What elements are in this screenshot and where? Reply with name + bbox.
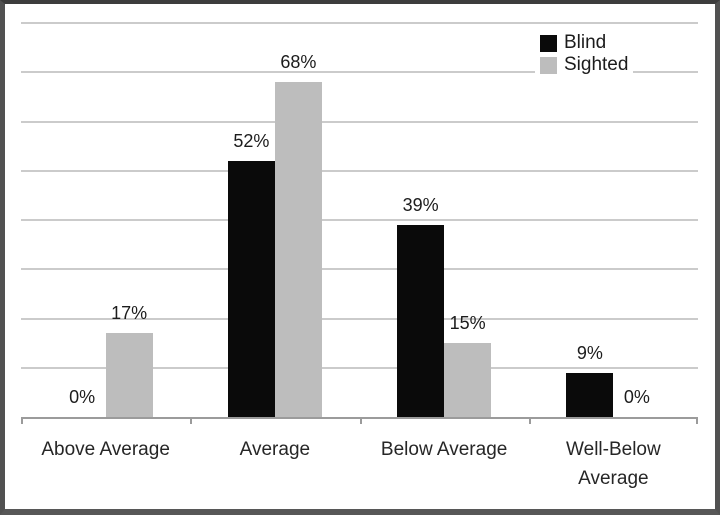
axis-tick (359, 417, 362, 424)
axis-tick (21, 417, 23, 424)
category-label-text: Average (239, 439, 311, 460)
plot-area: 0% 17% 52% 68% 39% 15% 9% 0% (21, 22, 698, 424)
legend: Blind Sighted (535, 30, 634, 78)
gridline-40 (21, 219, 698, 221)
axis-tick (528, 417, 531, 424)
legend-swatch-sighted (540, 56, 557, 74)
gridline-30 (21, 268, 698, 271)
bar-sighted-below-average (444, 343, 492, 417)
value-label-blind-below-average: 39% (402, 194, 439, 215)
legend-item-sighted: Sighted (540, 54, 628, 76)
gridline-20 (21, 317, 698, 320)
gridline-60 (21, 120, 698, 123)
legend-label-sighted: Sighted (564, 54, 629, 75)
axis-tick (190, 417, 193, 424)
bar-sighted-average (274, 82, 322, 417)
gridline-80 (21, 22, 698, 24)
value-label-sighted-average: 68% (280, 52, 317, 73)
value-label-blind-above-average: 0% (69, 387, 96, 407)
category-label-above-average: Above Average (21, 435, 190, 464)
category-label-below-average: Below Average (360, 435, 529, 464)
gridline-10 (21, 366, 698, 369)
category-label-text: Above Average (41, 439, 170, 460)
bar-blind-average (227, 160, 275, 417)
value-label-sighted-well-below-average: 0% (623, 387, 650, 407)
category-label-well-below-average: Well-Below Average (529, 435, 698, 493)
category-label-text: Well-Below Average (566, 439, 661, 489)
value-label-blind-well-below-average: 9% (576, 342, 603, 363)
legend-swatch-blind (540, 34, 557, 52)
legend-label-blind: Blind (564, 32, 607, 53)
bar-blind-well-below-average (566, 372, 614, 417)
bar-blind-below-average (397, 224, 445, 417)
value-label-blind-average: 52% (233, 130, 270, 151)
axis-tick (696, 417, 698, 424)
gridline-70 (21, 71, 698, 74)
value-label-sighted-above-average: 17% (111, 303, 148, 324)
category-label-average: Average (190, 435, 359, 464)
gridline-50 (21, 169, 698, 172)
value-label-sighted-below-average: 15% (449, 313, 486, 334)
category-axis-labels: Above Average Average Below Average Well-Be… (21, 435, 698, 499)
legend-item-blind: Blind (540, 32, 628, 54)
bar-sighted-above-average (105, 333, 153, 417)
category-label-text: Below Average (380, 439, 508, 460)
